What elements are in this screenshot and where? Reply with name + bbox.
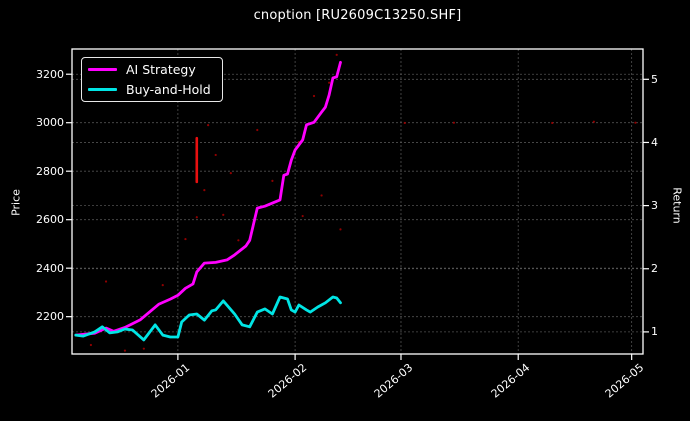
legend: AI Strategy Buy-and-Hold: [81, 57, 223, 102]
signal-dot: [271, 179, 274, 182]
signal-dot: [123, 349, 127, 352]
signal-dot: [551, 121, 554, 125]
plot-border: [71, 48, 644, 355]
return-tick-label: 4: [651, 135, 658, 149]
signal-dot: [104, 280, 108, 283]
signal-dot: [237, 239, 240, 242]
price-tick-label: 2200: [36, 310, 64, 324]
signal-dot: [592, 120, 595, 123]
signal-dot: [328, 81, 331, 84]
signal-dot: [312, 94, 316, 98]
price-tick-label: 2400: [36, 261, 64, 275]
signal-dot: [452, 121, 456, 124]
signal-dot: [184, 237, 187, 241]
price-tick-label: 2800: [36, 164, 64, 178]
signal-dot: [207, 124, 210, 127]
signal-dot: [222, 213, 225, 216]
signal-dot: [256, 128, 259, 132]
signal-dot: [339, 228, 342, 231]
buy-and-hold-line-swatch: [88, 88, 117, 91]
legend-item-ai-strategy: AI Strategy: [88, 62, 222, 77]
signal-dot: [195, 216, 198, 219]
signal-dot: [229, 172, 232, 175]
legend-label: AI Strategy: [126, 62, 196, 77]
signal-dot: [301, 214, 304, 218]
ai-strategy-line-swatch: [88, 68, 117, 71]
return-tick-label: 1: [651, 325, 658, 339]
signal-dot: [161, 284, 164, 287]
signal-dot: [89, 343, 93, 347]
y-axis-label-return: Return: [670, 187, 684, 224]
return-tick-label: 3: [651, 199, 658, 213]
price-tick-label: 3000: [36, 116, 64, 130]
price-tick-label: 3200: [36, 67, 64, 81]
ai-strategy-line: [74, 60, 342, 337]
signal-dot: [403, 121, 406, 125]
chart-title: cnoption [RU2609C13250.SHF]: [253, 8, 462, 23]
return-tick-label: 5: [651, 72, 658, 86]
signal-dot: [335, 53, 338, 56]
legend-label: Buy-and-Hold: [126, 82, 211, 97]
signal-dot: [634, 121, 637, 124]
price-tick-label: 2600: [36, 213, 64, 227]
legend-item-buy-and-hold: Buy-and-Hold: [88, 82, 222, 97]
buy-and-hold-line: [74, 295, 342, 342]
signal-dot: [320, 194, 323, 197]
signal-dot: [214, 153, 217, 157]
return-tick-label: 2: [651, 262, 658, 276]
signal-dot: [142, 347, 145, 350]
signal-dot: [203, 189, 206, 192]
